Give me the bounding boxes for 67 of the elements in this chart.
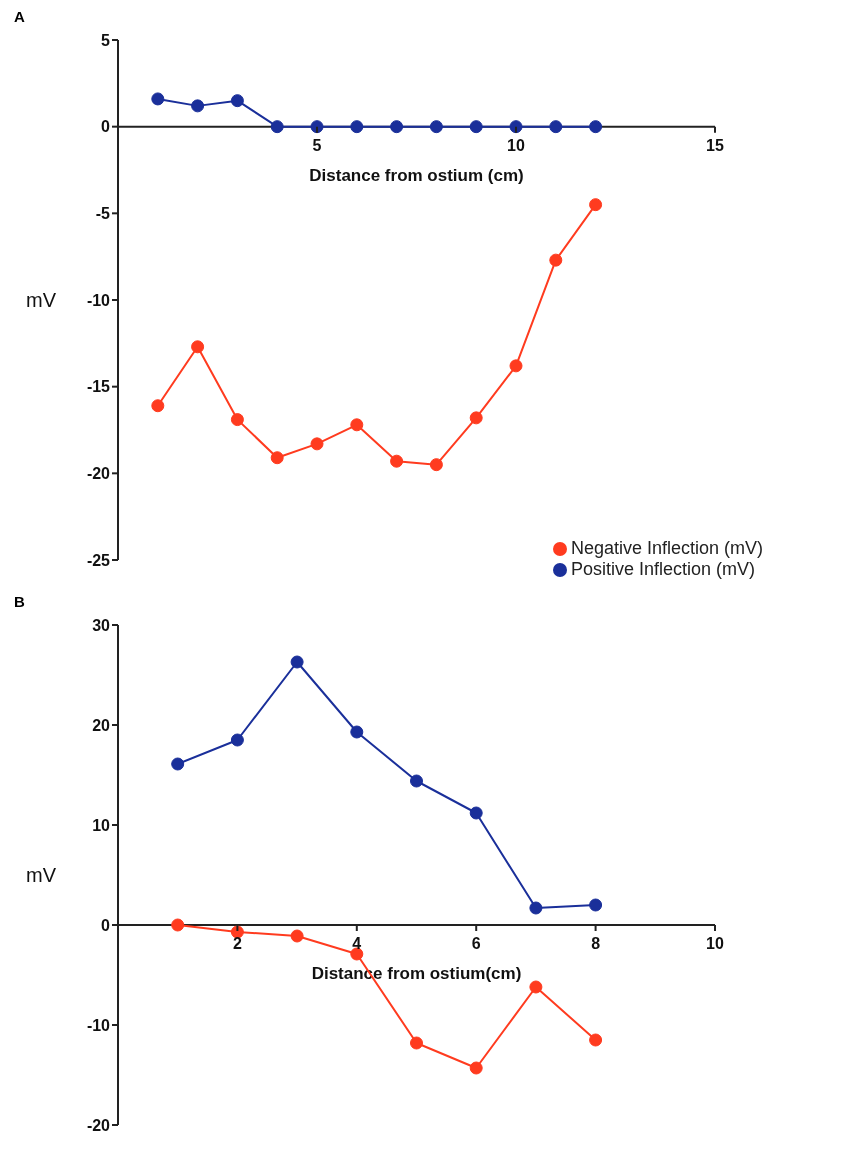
x-tick-label: 10 [507,136,525,154]
chart-title: B [13,593,26,612]
point [469,411,483,425]
x-tick-label: 10 [706,935,724,952]
point [171,918,185,932]
point [290,655,304,669]
y-tick-label: 20 [92,716,111,734]
x-axis-title: Distance from ostium (cm) [309,165,524,185]
point [589,898,603,912]
point [270,451,284,465]
x-tick-label: 5 [312,136,322,154]
point [230,413,244,427]
y-tick-label: -10 [86,291,111,309]
y-tick-label: 5 [101,31,111,49]
y-tick-label: -25 [86,551,111,569]
point [429,458,443,472]
y-tick-label: 0 [101,916,111,934]
y-tick-label: -15 [86,378,111,396]
y-tick-label: -20 [86,465,111,483]
x-tick-label: 6 [471,935,481,952]
y-tick-label: 30 [92,616,111,634]
point [191,99,205,113]
point [469,1061,483,1075]
point [230,733,244,747]
x-tick-label: 15 [706,136,724,154]
point [529,901,543,915]
point [469,120,483,134]
x-tick-label: 2 [232,935,242,952]
point [509,359,523,373]
point [310,120,324,134]
point [429,120,443,134]
y-tick-label: -10 [86,1016,111,1034]
point [230,94,244,108]
y-axis-title: mV [26,289,57,312]
point [589,1033,603,1047]
y-tick-label: 10 [92,816,111,834]
point [410,1036,423,1050]
point [549,120,563,134]
point [390,454,404,468]
point [549,253,563,267]
point [469,806,483,820]
point [390,120,404,134]
y-axis-title: mV [26,864,57,887]
point [410,774,423,788]
point [191,340,205,354]
x-tick-label: 4 [352,935,362,952]
point [589,198,603,212]
point [290,929,304,943]
y-tick-label: -5 [95,205,111,223]
point [270,120,284,134]
point [529,980,543,994]
legend-label: Negative Inflection (mV) [571,538,764,558]
point [350,947,364,961]
chart-title: A [13,8,26,27]
point [151,92,165,106]
point [589,120,603,134]
point [310,437,324,451]
legend-label: Positive Inflection (mV) [571,559,756,579]
point [350,120,364,134]
point [350,418,364,432]
point [151,399,165,413]
point [509,120,523,134]
point [350,725,364,739]
y-tick-label: -20 [86,1116,111,1134]
x-tick-label: 8 [591,935,601,952]
point [171,757,185,771]
y-tick-label: 0 [101,118,111,136]
